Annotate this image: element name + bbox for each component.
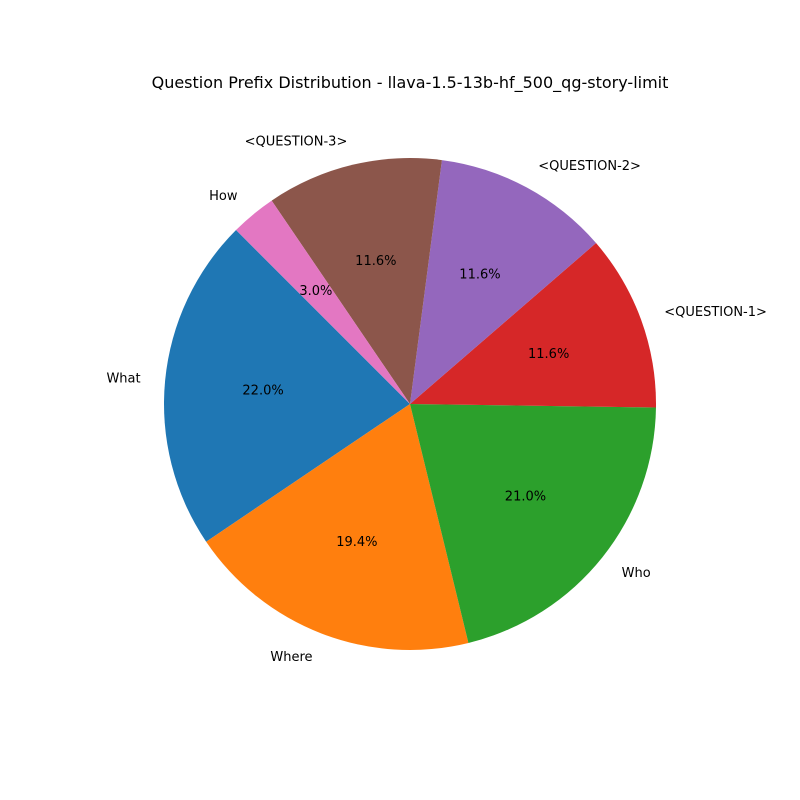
pie-slices (164, 158, 657, 651)
slice-labels: What Where Who <QUESTION-1> <QUESTION-2> <QUE… (106, 134, 766, 665)
slice-label-question-2: <QUESTION-2> (538, 159, 641, 174)
pct-label-question-3: 11.6% (355, 254, 396, 269)
slice-label-who: Who (622, 566, 651, 581)
slice-label-question-3: <QUESTION-3> (245, 134, 348, 149)
slice-label-what: What (106, 372, 140, 387)
pie-slice-who (410, 404, 656, 643)
pct-label-what: 22.0% (242, 383, 283, 398)
pie-slice-how (236, 200, 410, 404)
percentage-labels: 22.0% 19.4% 21.0% 11.6% 11.6% 11.6% 3.0% (242, 254, 569, 550)
pct-label-how: 3.0% (299, 284, 332, 299)
pie-slice-where (206, 404, 469, 651)
pie-slice-question-3 (271, 158, 442, 404)
pct-label-where: 19.4% (336, 535, 377, 550)
pct-label-who: 21.0% (505, 489, 546, 504)
slice-label-how: How (209, 189, 238, 204)
slice-label-where: Where (270, 650, 312, 665)
pie-slice-question-2 (410, 160, 597, 404)
pct-label-question-2: 11.6% (459, 268, 500, 283)
pct-label-question-1: 11.6% (528, 347, 569, 362)
chart-title: Question Prefix Distribution - llava-1.5… (152, 73, 669, 93)
slice-label-question-1: <QUESTION-1> (664, 305, 767, 320)
pie-slice-question-1 (410, 243, 657, 408)
pie-slice-what (164, 230, 410, 542)
